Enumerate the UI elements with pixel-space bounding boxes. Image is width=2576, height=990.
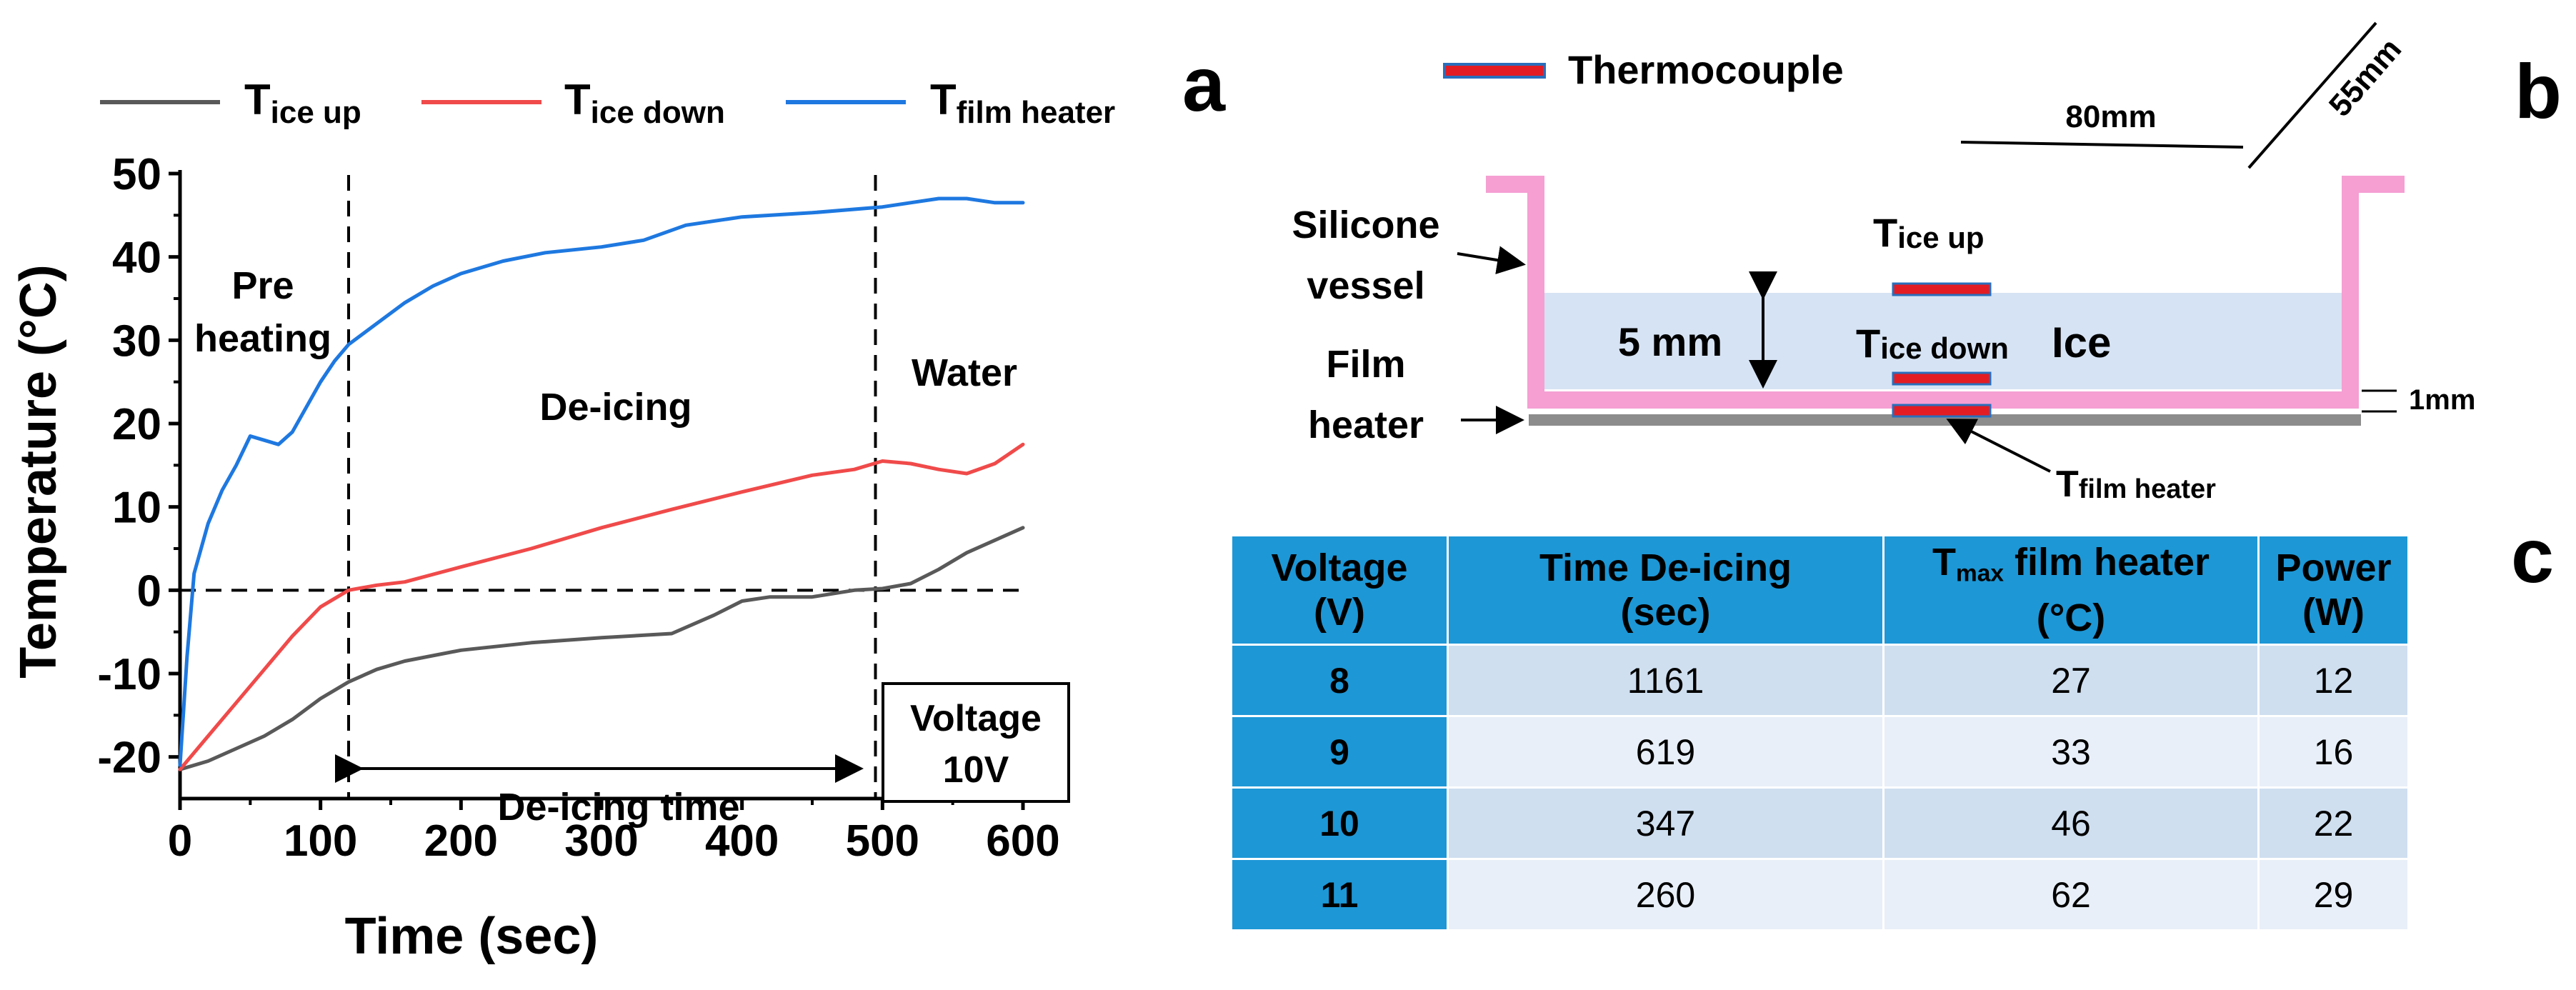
silicone-vessel-label-1: Silicone [1292, 204, 1439, 246]
cell-time: 347 [1447, 786, 1884, 860]
series-line-ice-up [178, 526, 1025, 771]
cell-tmax: 46 [1882, 786, 2260, 860]
silicone-vessel [1486, 176, 2405, 409]
dimension-line-55mm [2247, 21, 2377, 169]
thermocouple-film-heater [1892, 404, 1992, 418]
y-tick-label: 30 [112, 316, 161, 366]
cell-time: 619 [1447, 715, 1884, 789]
thermocouple-legend-swatch [1443, 63, 1546, 79]
legend-label-ice-up: Tice up [244, 76, 361, 130]
dimension-80mm-label: 80mm [2065, 99, 2156, 134]
y-tick-label: 0 [137, 566, 161, 616]
legend-entry-ice-down: Tice down [421, 76, 725, 130]
thermocouple-ice-up [1892, 282, 1992, 296]
cell-time: 1161 [1447, 644, 1884, 717]
panel-a: Tice up Tice down Tfilm heater a 0 100 200… [10, 41, 1226, 965]
y-tick-label: 50 [112, 150, 161, 199]
table-row: 11 260 62 29 [1230, 858, 2410, 931]
cell-tmax: 27 [1882, 644, 2260, 717]
voltage-box [882, 682, 1070, 803]
deicing-time-label: De-icing time [497, 786, 739, 829]
film-heater-label-1: Film [1326, 343, 1405, 386]
table-row: 8 1161 27 12 [1230, 644, 2410, 717]
panel-b: Thermocouple 80mm 55mm b Tice up Tice do… [1292, 21, 2562, 505]
cell-voltage: 11 [1230, 858, 1449, 931]
y-tick-label: 10 [112, 484, 161, 533]
cell-power: 16 [2257, 715, 2410, 789]
film-thermocouple-arrow [1946, 419, 2051, 473]
dimension-line-80mm [1960, 141, 2244, 149]
cell-voltage: 9 [1230, 715, 1449, 789]
cell-power: 12 [2257, 644, 2410, 717]
film-heater [1529, 414, 2361, 426]
voltage-box-line-2: 10V [943, 749, 1009, 791]
x-axis-title: Time (sec) [345, 908, 599, 965]
y-axis-title: Temperature (°C) [10, 264, 67, 679]
y-tick-label: 20 [112, 400, 161, 449]
x-tick-label: 300 [564, 816, 638, 866]
x-tick-label: 400 [705, 816, 779, 866]
dimension-55mm-label: 55mm [2322, 31, 2408, 123]
film-heater-label-2: heater [1308, 404, 1424, 446]
cell-power: 29 [2257, 858, 2410, 931]
ice-label: Ice [2052, 319, 2111, 366]
t-ice-up-label: Tice up [1873, 210, 1985, 255]
y-tick-label: -20 [97, 734, 161, 783]
header-tmax-film-heater: Tmax film heater (°C) [1882, 534, 2260, 646]
panel-letter-a: a [1182, 41, 1226, 127]
dimension-1mm-label: 1mm [2409, 384, 2475, 416]
chart-series [178, 196, 1025, 771]
header-time-deicing: Time De-icing (sec) [1447, 534, 1884, 646]
table-row: 10 347 46 22 [1230, 786, 2410, 860]
cell-tmax: 62 [1882, 858, 2260, 931]
silicone-vessel-label-2: vessel [1307, 264, 1424, 307]
region-water-label: Water [912, 351, 1017, 394]
vessel-arrow [1457, 246, 1526, 274]
legend-label-film-heater: Tfilm heater [930, 76, 1115, 130]
header-power: Power (W) [2257, 534, 2410, 646]
cell-time: 260 [1447, 858, 1884, 931]
region-pre-label-1: Pre [231, 264, 294, 307]
x-tick-label: 500 [846, 816, 919, 866]
table-header-row: Voltage (V) Time De-icing (sec) Tmax film … [1230, 534, 2410, 646]
region-pre-label-2: heating [194, 317, 331, 360]
cell-tmax: 33 [1882, 715, 2260, 789]
voltage-box-line-1: Voltage [910, 698, 1042, 739]
header-voltage: Voltage (V) [1230, 534, 1449, 646]
legend-entry-ice-up: Tice up [100, 76, 361, 130]
x-tick-label: 600 [986, 816, 1059, 866]
cell-power: 22 [2257, 786, 2410, 860]
y-tick-label: -10 [97, 650, 161, 699]
thermocouple-ice-down [1892, 371, 1992, 386]
t-ice-down-label: Tice down [1856, 321, 2009, 366]
region-deicing-label: De-icing [539, 386, 692, 429]
series-line-ice-down [178, 442, 1025, 771]
legend-entry-film-heater: Tfilm heater [786, 76, 1115, 130]
t-film-heater-label: Tfilm heater [2056, 464, 2216, 505]
x-tick-label: 100 [284, 816, 357, 866]
y-tick-label: 40 [112, 234, 161, 283]
x-tick-label: 200 [424, 816, 498, 866]
cell-voltage: 8 [1230, 644, 1449, 717]
legend-label-ice-down: Tice down [564, 76, 725, 130]
table-row: 9 619 33 16 [1230, 715, 2410, 789]
chart-legend: Tice up Tice down Tfilm heater [100, 76, 1115, 130]
panel-letter-c: c [2511, 512, 2554, 599]
series-line-film-heater [178, 196, 1025, 767]
x-tick-label: 0 [168, 816, 192, 866]
cell-voltage: 10 [1230, 786, 1449, 860]
thermocouple-legend-label: Thermocouple [1568, 47, 1844, 92]
panel-letter-b: b [2515, 48, 2562, 134]
results-table: Voltage (V) Time De-icing (sec) Tmax film … [1230, 534, 2410, 931]
dimension-5mm-label: 5 mm [1618, 319, 1722, 364]
